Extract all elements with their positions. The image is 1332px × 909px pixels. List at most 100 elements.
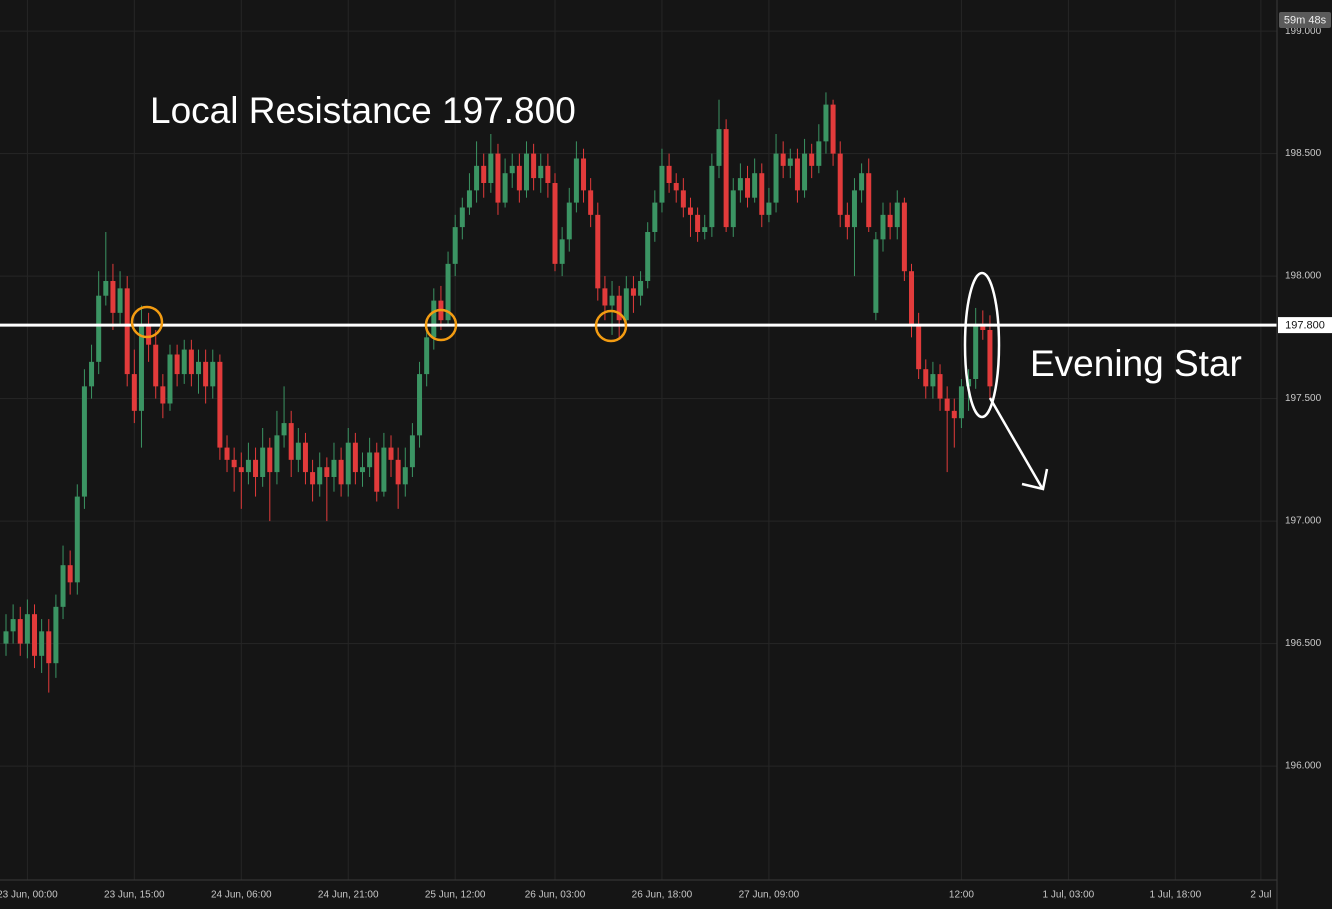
candle-body <box>117 288 123 313</box>
candle-body <box>773 153 779 203</box>
candle-body <box>552 183 558 264</box>
candle-body <box>794 158 800 191</box>
candle-body <box>53 606 59 664</box>
candle-body <box>602 288 608 306</box>
candle-body <box>973 325 979 379</box>
candle-body <box>737 178 743 191</box>
x-tick-label: 27 Jun, 09:00 <box>739 890 800 901</box>
candle-body <box>324 467 330 477</box>
candle-body <box>474 165 480 191</box>
y-tick-label: 198.500 <box>1285 148 1322 159</box>
touch-circle <box>424 308 458 342</box>
candle-body <box>780 153 786 166</box>
candle-body <box>381 447 387 492</box>
candle-body <box>345 442 351 485</box>
candle-body <box>759 173 765 215</box>
candle-body <box>930 374 936 387</box>
candle-body <box>310 472 316 485</box>
candle-body <box>638 281 644 296</box>
candle-body <box>203 361 209 387</box>
candle-body <box>388 447 394 460</box>
candle-body <box>39 631 45 656</box>
candle-body <box>802 153 808 191</box>
candle-body <box>823 104 829 142</box>
x-tick-label: 24 Jun, 21:00 <box>318 890 379 901</box>
x-tick-label: 23 Jun, 15:00 <box>104 890 165 901</box>
candle-body <box>609 295 615 306</box>
candle-body <box>103 281 109 296</box>
candle-body <box>10 619 16 632</box>
axes: 199.000 198.500 198.000 197.500 197.000 196.5… <box>0 26 1332 901</box>
candle-body <box>937 374 943 399</box>
y-tick-label: 197.000 <box>1285 516 1322 527</box>
candle-body <box>260 447 266 477</box>
candle-body <box>837 153 843 215</box>
x-tick-label: 24 Jun, 06:00 <box>211 890 272 901</box>
candle-body <box>623 288 629 321</box>
candle-body <box>352 442 358 473</box>
candle-body <box>424 337 430 375</box>
candle-body <box>495 153 501 203</box>
y-tick-label: 197.500 <box>1285 393 1322 404</box>
candle-body <box>645 232 651 282</box>
candle-body <box>231 459 237 468</box>
candle-body <box>559 239 565 264</box>
candle-body <box>987 330 993 387</box>
candle-body <box>923 369 929 387</box>
candle-body <box>766 202 772 215</box>
candle-body <box>488 153 494 184</box>
candle-body <box>295 442 301 460</box>
candle-body <box>174 354 180 375</box>
candle-body <box>338 459 344 485</box>
candle-body <box>196 361 202 375</box>
candle-body <box>238 467 244 473</box>
candle-body <box>124 288 130 375</box>
candle-body <box>538 165 544 179</box>
candle-body <box>666 165 672 184</box>
y-tick-label: 196.500 <box>1285 638 1322 649</box>
candle-body <box>873 239 879 313</box>
pattern-ellipse <box>963 271 1001 419</box>
candle-body <box>787 158 793 166</box>
candle-body <box>331 459 337 477</box>
candle-body <box>652 202 658 233</box>
candle-body <box>359 467 365 473</box>
candle-body <box>616 295 622 321</box>
candle-body <box>573 158 579 203</box>
candle-body <box>32 614 38 656</box>
candle-body <box>844 214 850 228</box>
candle-body <box>909 271 915 326</box>
x-tick-label: 26 Jun, 03:00 <box>525 890 586 901</box>
candle-body <box>459 207 465 228</box>
candle-body <box>146 325 152 345</box>
candle-body <box>445 263 451 321</box>
candle-body <box>809 153 815 166</box>
candle-body <box>167 354 173 404</box>
candle-body <box>452 227 458 264</box>
candle-body <box>545 165 551 184</box>
x-tick-label: 23 Jun, 00:00 <box>0 890 58 901</box>
candle-body <box>153 344 159 387</box>
candle-body <box>110 281 116 313</box>
x-tick-label: 26 Jun, 18:00 <box>632 890 693 901</box>
candle-body <box>958 386 964 419</box>
candle-body <box>138 325 144 411</box>
y-tick-label: 199.000 <box>1285 26 1322 37</box>
candle-body <box>181 349 187 375</box>
y-tick-label: 198.000 <box>1285 271 1322 282</box>
candle-body <box>687 207 693 215</box>
candle-body <box>46 631 52 664</box>
candle-body <box>17 619 23 644</box>
candle-body <box>630 288 636 296</box>
touch-circle <box>594 309 628 343</box>
candle-body <box>980 325 986 330</box>
candle-body <box>288 423 294 460</box>
touch-circle <box>130 305 164 339</box>
candle-body <box>523 153 529 191</box>
candle-body <box>566 202 572 240</box>
candle-body <box>409 435 415 468</box>
candle-body <box>224 447 230 460</box>
candle-body <box>502 173 508 203</box>
